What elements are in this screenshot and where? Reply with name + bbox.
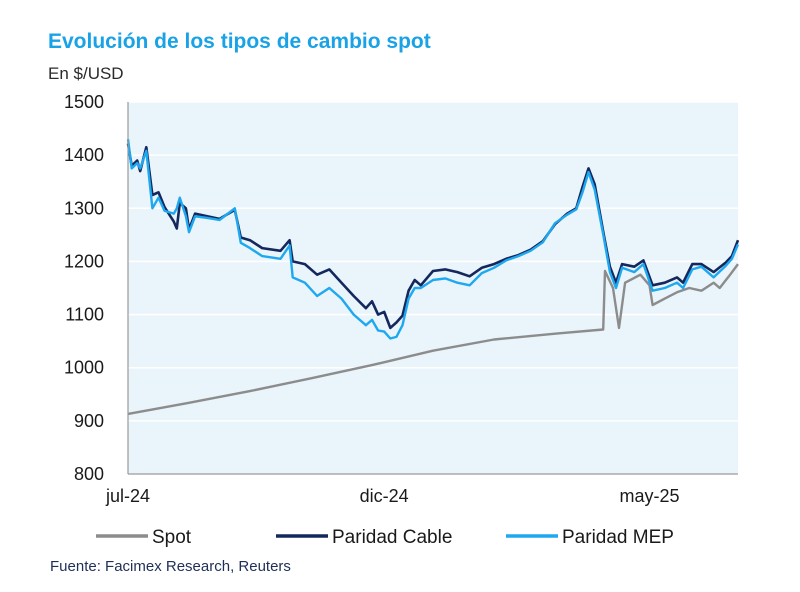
y-tick-label: 1500 [64, 92, 104, 112]
y-axis-ticks: 800 900 1000 1100 1200 1300 1400 1500 [64, 92, 104, 484]
series-line-mep [126, 139, 740, 340]
legend: Spot Paridad Cable Paridad MEP [96, 527, 674, 548]
y-tick-label: 1100 [65, 305, 104, 325]
x-tick-label: jul-24 [105, 486, 150, 506]
y-tick-label: 1200 [64, 251, 104, 271]
series-lines [126, 139, 740, 416]
source-note: Fuente: Facimex Research, Reuters [50, 558, 291, 575]
y-tick-label: 1300 [64, 198, 104, 218]
series-line-spot [127, 263, 739, 416]
plot-background [128, 102, 738, 474]
y-tick-label: 900 [74, 411, 104, 431]
y-tick-label: 800 [74, 464, 104, 484]
chart-subtitle: En $/USD [48, 64, 124, 83]
y-gridlines [128, 101, 738, 422]
x-tick-label: may-25 [620, 486, 680, 506]
x-tick-label: dic-24 [360, 486, 409, 506]
legend-label-mep: Paridad MEP [562, 527, 674, 548]
legend-label-cable: Paridad Cable [332, 527, 452, 548]
x-axis-ticks: jul-24 dic-24 may-25 [105, 486, 680, 506]
y-tick-label: 1000 [64, 358, 104, 378]
chart-title: Evolución de los tipos de cambio spot [48, 30, 431, 53]
y-tick-label: 1400 [64, 145, 104, 165]
legend-label-spot: Spot [152, 527, 192, 548]
